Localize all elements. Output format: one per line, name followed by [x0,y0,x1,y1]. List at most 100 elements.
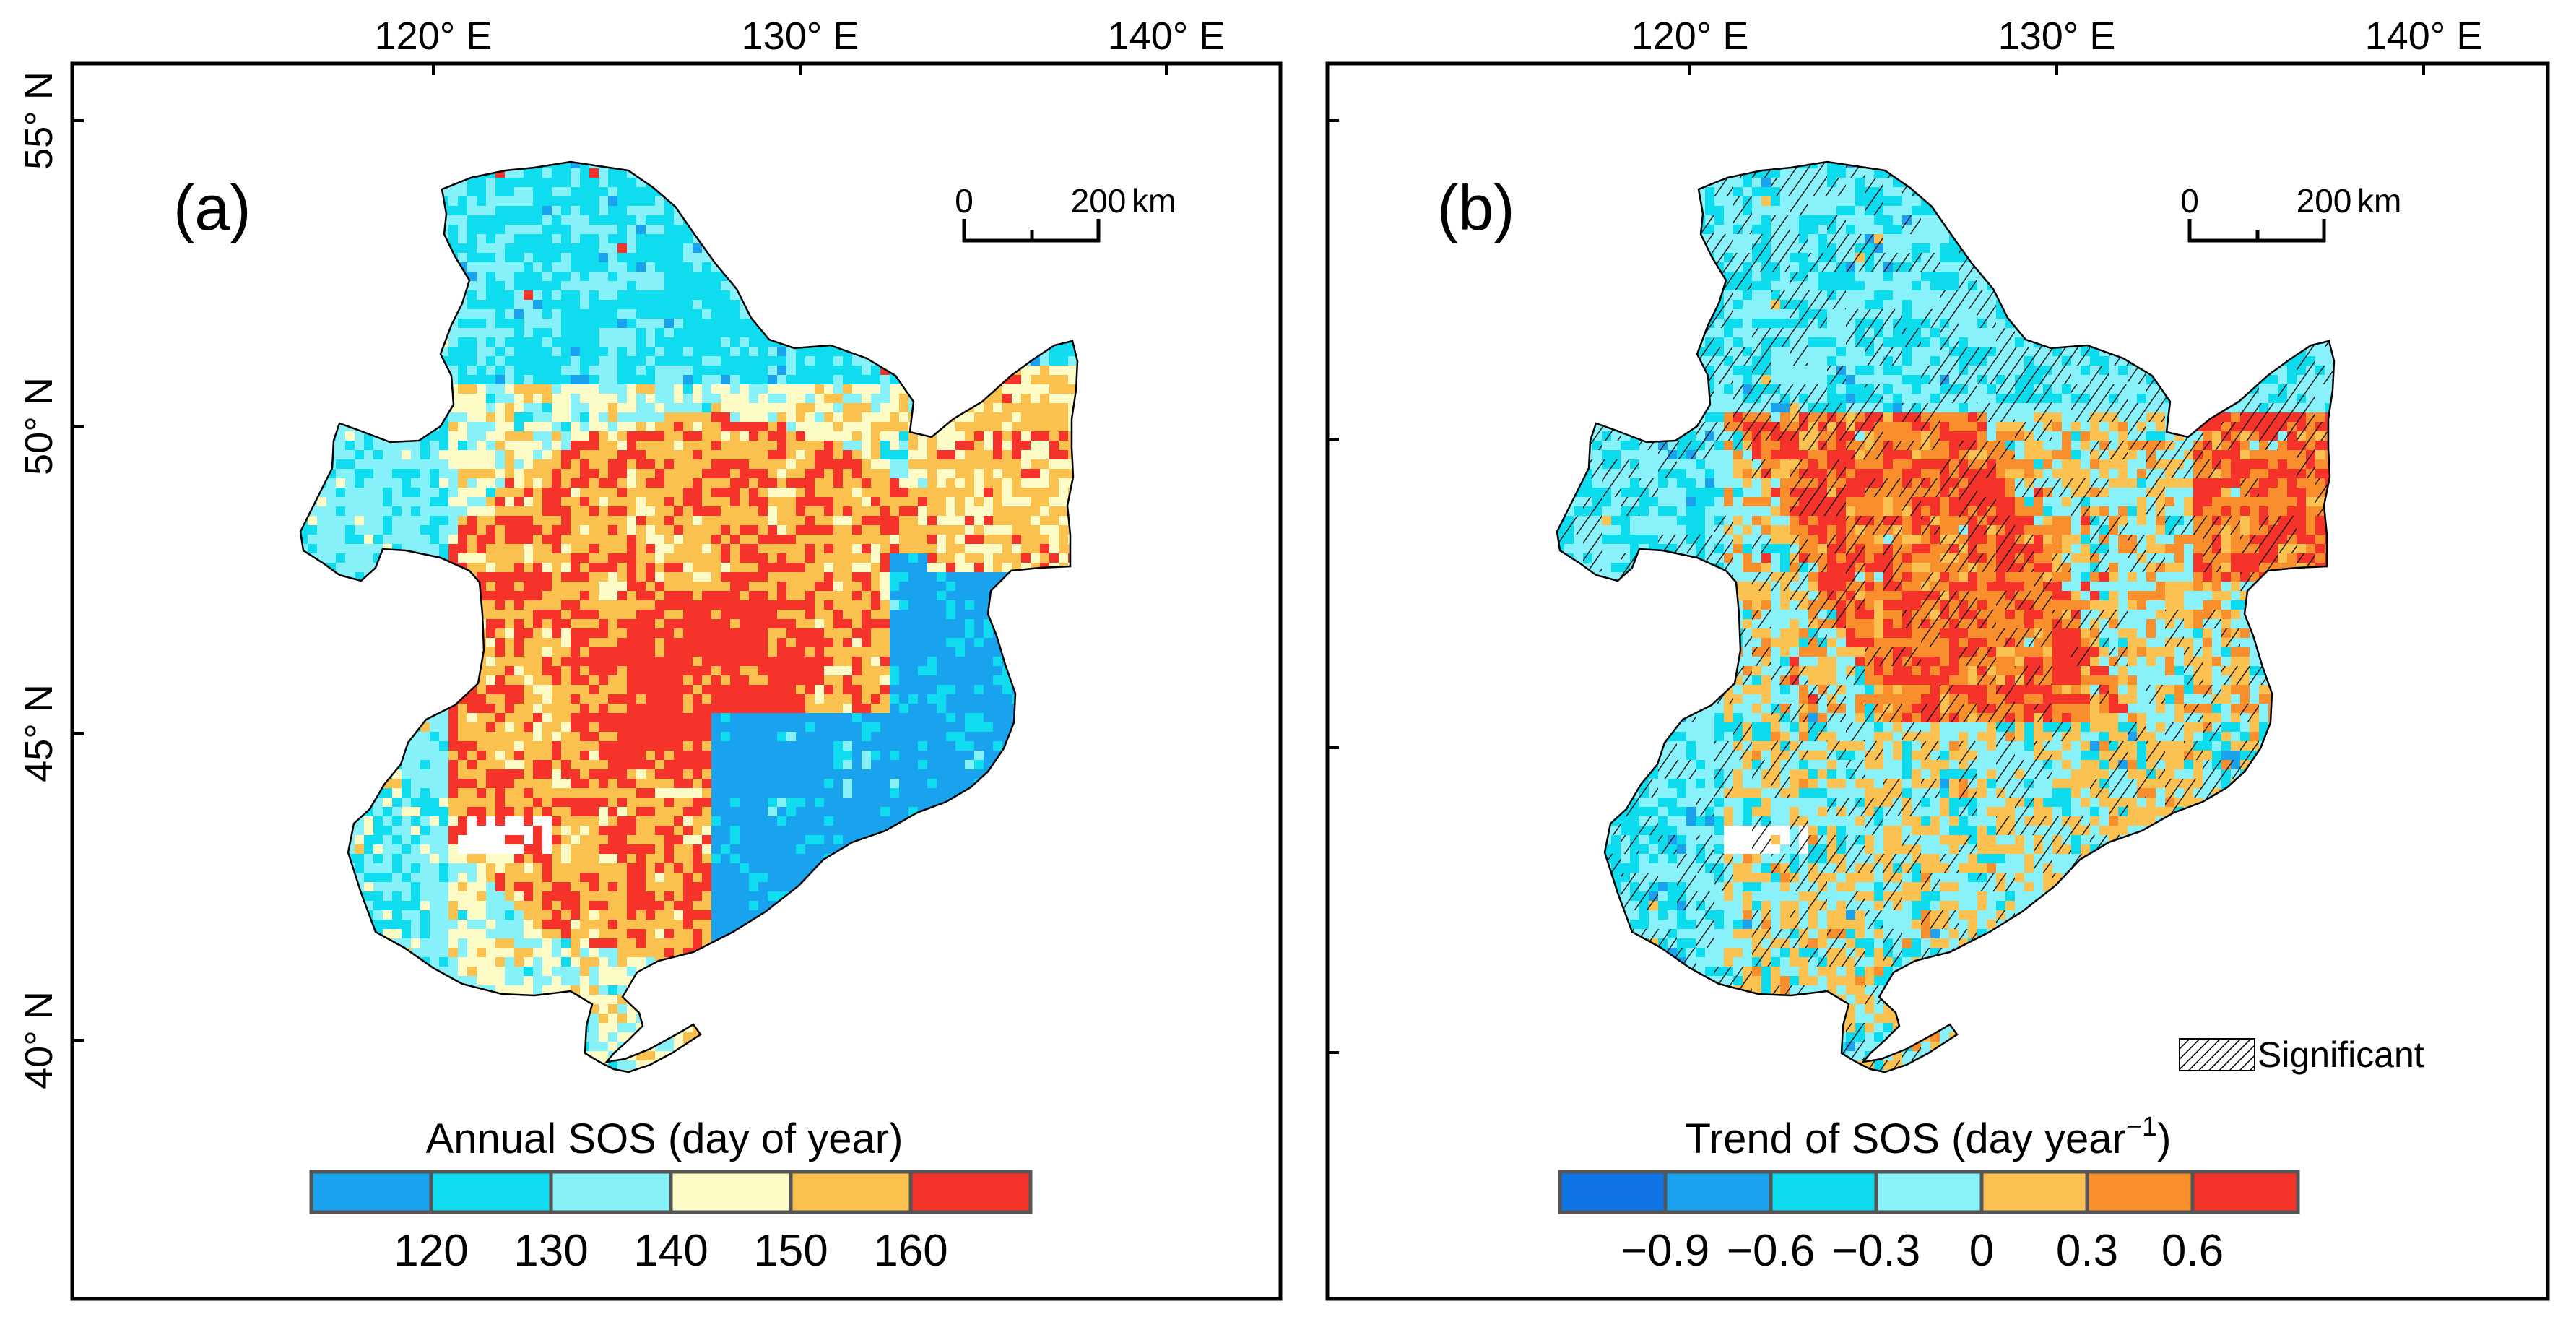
sos-pixel [833,694,844,704]
sos-pixel [664,563,675,573]
sos-pixel [589,666,599,676]
sos-pixel [580,666,590,676]
sos-pixel [946,337,956,347]
sos-pixel [589,506,599,517]
sos-pixel [1040,412,1050,423]
sos-pixel [430,356,440,366]
sos-pixel [561,394,571,404]
sos-pixel [796,544,806,554]
sos-pixel [908,300,919,310]
sos-pixel [486,253,496,263]
sos-pixel [871,506,881,517]
sos-pixel [899,516,909,526]
sos-pixel [524,666,534,676]
sos-pixel [1049,553,1059,563]
sos-pixel [317,178,327,188]
sos-pixel [1059,300,1069,310]
sos-pixel [1012,544,1022,554]
sos-pixel [711,459,721,470]
sos-pixel [993,187,1003,197]
sos-pixel [411,497,421,507]
sos-pixel [308,168,318,178]
sos-pixel [664,553,675,563]
sos-pixel [777,657,787,667]
sos-pixel [711,215,721,225]
sos-pixel [589,215,599,225]
sos-pixel [430,319,440,329]
sos-pixel [430,196,440,207]
sos-pixel [1021,666,1031,676]
sos-pixel [373,535,383,545]
sos-pixel [655,666,665,676]
sos-pixel [899,422,909,432]
sos-pixel [308,187,318,197]
sos-pixel [993,262,1003,272]
sos-pixel [300,488,308,498]
sos-pixel [617,685,628,695]
sos-pixel [1059,394,1069,404]
sos-pixel [364,553,374,563]
sos-pixel [1049,394,1059,404]
sos-pixel [974,162,984,169]
sos-pixel [336,243,346,254]
sos-pixel [871,628,881,639]
sos-pixel [646,582,656,592]
sos-pixel [552,319,562,329]
sos-pixel [392,253,402,263]
sos-pixel [477,243,487,254]
sos-pixel [617,206,628,216]
sos-pixel [740,431,750,441]
sos-pixel [749,553,759,563]
sos-pixel [984,187,994,197]
sos-pixel [467,187,477,197]
sos-pixel [721,441,731,451]
sos-pixel [927,281,937,291]
sos-pixel [571,281,581,291]
sos-pixel [514,497,524,507]
panel-a: 120° E 130° E 140° E 55° N 50° N 45° N 4… [17,14,1283,1301]
sos-pixel [1021,366,1031,376]
sos-pixel [373,366,383,376]
sos-pixel [420,262,430,272]
sos-pixel [693,516,703,526]
sos-pixel [608,450,618,460]
sos-pixel [402,262,412,272]
sos-pixel [862,309,872,319]
sos-pixel [542,694,552,704]
sos-pixel [646,384,656,394]
sos-pixel [965,441,975,451]
sos-pixel [1068,441,1077,451]
sos-pixel [627,497,637,507]
sos-pixel [373,300,383,310]
sos-pixel [326,243,337,254]
sos-pixel [477,488,487,498]
sos-pixel [627,290,637,301]
sos-pixel [580,600,590,610]
sos-pixel [542,582,552,592]
sos-pixel [589,563,599,573]
sos-pixel [843,666,853,676]
sos-pixel [786,535,797,545]
sos-pixel [448,591,459,601]
sos-pixel [880,196,890,207]
sos-pixel [683,243,693,254]
sos-pixel [674,506,684,517]
sos-pixel [636,243,646,254]
sos-pixel [786,544,797,554]
sos-pixel [383,488,393,498]
sos-pixel [852,290,862,301]
sos-pixel [955,347,966,357]
sos-pixel [571,422,581,432]
sos-pixel [730,412,740,423]
sos-pixel [1012,272,1022,282]
sos-pixel [918,582,928,592]
sos-pixel [364,610,374,620]
sos-pixel [411,384,421,394]
sos-pixel [533,685,543,695]
sos-pixel [317,403,327,413]
sos-pixel [880,582,890,592]
sos-pixel [1012,347,1022,357]
sos-pixel [721,168,731,178]
sos-pixel [373,403,383,413]
sos-pixel [815,253,825,263]
